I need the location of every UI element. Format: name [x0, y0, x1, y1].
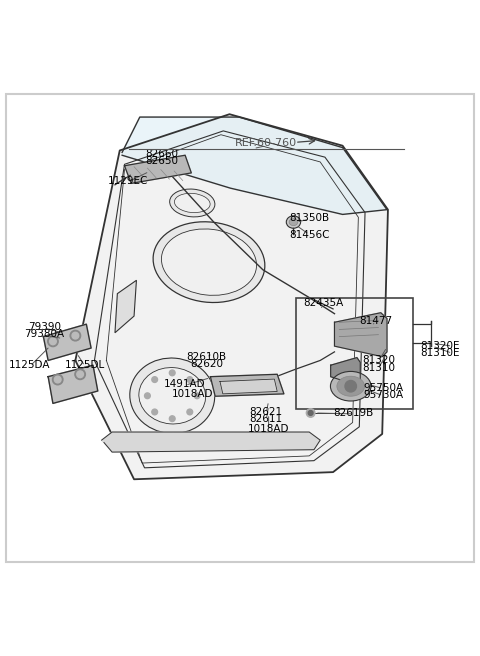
Polygon shape — [75, 114, 388, 480]
Circle shape — [187, 409, 192, 415]
Text: 81320: 81320 — [362, 356, 395, 365]
Text: 1018AD: 1018AD — [171, 389, 213, 399]
Ellipse shape — [161, 229, 256, 295]
Circle shape — [152, 377, 157, 382]
Text: 81477: 81477 — [360, 316, 393, 326]
Bar — [296, 298, 413, 409]
Circle shape — [306, 409, 315, 417]
Circle shape — [144, 393, 150, 399]
Ellipse shape — [289, 218, 298, 226]
Text: REF.60-760: REF.60-760 — [235, 138, 297, 148]
Text: 1125DA: 1125DA — [9, 360, 51, 370]
Polygon shape — [220, 379, 277, 394]
Circle shape — [49, 338, 56, 344]
Ellipse shape — [286, 216, 300, 228]
Circle shape — [54, 376, 61, 383]
Ellipse shape — [153, 222, 265, 302]
Circle shape — [75, 369, 85, 380]
Text: 1129EC: 1129EC — [108, 176, 148, 186]
Ellipse shape — [174, 194, 210, 213]
Text: 81456C: 81456C — [289, 230, 329, 240]
Text: 79390: 79390 — [28, 322, 61, 332]
Text: 81310: 81310 — [362, 363, 395, 373]
Circle shape — [48, 336, 58, 346]
Ellipse shape — [139, 367, 205, 424]
Polygon shape — [43, 324, 91, 360]
Text: 81350B: 81350B — [289, 213, 329, 223]
Text: 82621: 82621 — [250, 407, 283, 417]
Text: 95750A: 95750A — [363, 382, 403, 393]
Polygon shape — [210, 375, 284, 396]
Text: 82650: 82650 — [145, 156, 178, 166]
Circle shape — [70, 331, 81, 341]
Polygon shape — [48, 365, 98, 403]
Polygon shape — [115, 280, 136, 333]
Circle shape — [308, 411, 313, 415]
Circle shape — [52, 375, 63, 385]
Circle shape — [169, 370, 175, 376]
Text: 95730A: 95730A — [363, 390, 403, 400]
Text: 82620: 82620 — [190, 359, 223, 369]
Circle shape — [187, 377, 192, 382]
Text: 81320E: 81320E — [420, 341, 459, 351]
Text: 79380A: 79380A — [24, 329, 64, 339]
Ellipse shape — [337, 376, 364, 396]
Text: 82660: 82660 — [145, 149, 178, 159]
Circle shape — [194, 393, 200, 399]
Circle shape — [72, 333, 79, 339]
Text: 1018AD: 1018AD — [248, 424, 289, 434]
Polygon shape — [335, 313, 387, 357]
Circle shape — [345, 380, 357, 392]
Text: 81310E: 81310E — [420, 348, 459, 358]
Ellipse shape — [330, 371, 371, 401]
Ellipse shape — [130, 358, 215, 434]
Circle shape — [152, 409, 157, 415]
Polygon shape — [331, 358, 360, 385]
Text: 82619B: 82619B — [334, 408, 374, 418]
Text: 1125DL: 1125DL — [65, 360, 105, 370]
Text: 82435A: 82435A — [303, 298, 344, 308]
Polygon shape — [122, 117, 387, 215]
Text: 82611: 82611 — [250, 414, 283, 424]
Polygon shape — [102, 432, 320, 452]
Circle shape — [169, 416, 175, 422]
Ellipse shape — [169, 189, 215, 217]
Text: 82610B: 82610B — [187, 352, 227, 361]
Circle shape — [77, 371, 84, 378]
Text: 1491AD: 1491AD — [164, 379, 206, 389]
Polygon shape — [124, 155, 192, 184]
